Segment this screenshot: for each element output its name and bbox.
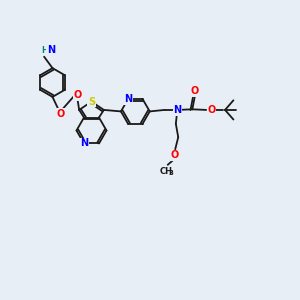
Text: 3: 3 <box>169 170 174 176</box>
Text: O: O <box>190 86 199 96</box>
Text: N: N <box>47 45 55 55</box>
Text: CH: CH <box>160 167 173 176</box>
Text: N: N <box>173 105 181 115</box>
Text: O: O <box>57 109 65 119</box>
Text: H: H <box>41 46 47 55</box>
Text: S: S <box>88 97 95 106</box>
Text: N: N <box>80 139 88 148</box>
Text: O: O <box>74 90 82 100</box>
Text: O: O <box>207 105 216 115</box>
Text: O: O <box>170 150 179 160</box>
Text: N: N <box>124 94 132 104</box>
